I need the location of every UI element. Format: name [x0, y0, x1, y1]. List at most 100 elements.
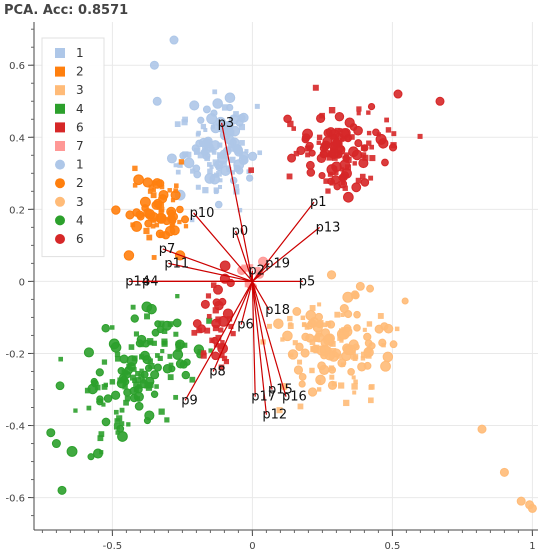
legend-swatch-circle: [55, 234, 65, 244]
data-point: [161, 328, 168, 334]
data-point: [238, 124, 246, 131]
legend-item-label[interactable]: 7: [76, 139, 84, 153]
data-point: [133, 381, 140, 388]
data-point: [314, 332, 324, 343]
legend-item-label[interactable]: 1: [76, 46, 84, 60]
data-point: [254, 267, 261, 274]
data-point: [160, 216, 166, 222]
data-point: [189, 376, 196, 383]
data-point: [215, 334, 222, 341]
data-point: [160, 349, 165, 354]
data-point: [204, 327, 211, 334]
data-point: [369, 144, 375, 150]
data-point: [135, 339, 144, 348]
data-point: [220, 340, 225, 345]
data-point: [218, 315, 229, 327]
data-point: [297, 359, 303, 365]
data-point: [298, 380, 306, 388]
loading-vector-p0: [235, 230, 253, 282]
data-point: [140, 370, 149, 379]
data-point: [136, 212, 145, 221]
legend-item-label[interactable]: 3: [76, 83, 84, 97]
data-point: [166, 153, 177, 164]
data-point: [200, 299, 210, 309]
data-point: [151, 340, 157, 346]
legend-item-label[interactable]: 2: [76, 176, 84, 190]
loading-label-p2: p2: [248, 264, 265, 279]
legend[interactable]: 1 2 3 4 6 7 1 2 3 4 6: [41, 37, 105, 258]
data-point: [347, 368, 355, 376]
data-point: [158, 408, 165, 415]
data-point: [283, 114, 292, 124]
legend-item-label[interactable]: 4: [76, 213, 84, 227]
data-point: [148, 184, 155, 191]
data-point: [152, 96, 162, 106]
data-point: [114, 351, 121, 358]
data-point: [205, 293, 212, 299]
data-point: [359, 173, 366, 180]
data-point: [337, 358, 347, 368]
data-point: [254, 103, 260, 109]
data-point: [153, 363, 162, 372]
data-point: [177, 162, 183, 168]
data-point: [316, 140, 321, 145]
axes: -0.5 0 0.5 1 -0.6 -0.4 -0.2 0 0.2 0.4 0.6: [5, 22, 538, 552]
loading-label-p13: p13: [316, 220, 341, 235]
data-point: [86, 405, 92, 411]
data-point: [114, 418, 121, 424]
data-point: [353, 310, 361, 319]
data-point: [309, 339, 316, 346]
data-point: [217, 184, 223, 190]
data-point: [175, 359, 186, 369]
data-point: [218, 364, 225, 371]
data-point: [151, 217, 157, 223]
data-point: [122, 383, 128, 390]
data-point: [211, 336, 219, 344]
data-point: [124, 396, 131, 402]
data-point: [291, 126, 297, 131]
loading-vector-p16: [251, 281, 287, 397]
data-point: [393, 89, 403, 99]
legend-item-label[interactable]: 3: [76, 195, 84, 209]
data-point: [169, 225, 180, 236]
legend-swatch-square: [55, 48, 65, 58]
legend-item-label[interactable]: 6: [76, 120, 84, 134]
data-point: [342, 291, 354, 303]
loading-label-p0: p0: [232, 224, 249, 239]
y-tick-label: 0.2: [9, 205, 25, 216]
data-point: [216, 170, 222, 177]
legend-item-label[interactable]: 6: [76, 232, 84, 246]
data-point: [174, 183, 179, 188]
data-point: [217, 153, 228, 165]
loading-label-p17: p17: [251, 390, 276, 405]
data-point: [211, 351, 220, 361]
legend-item-label[interactable]: 1: [76, 158, 84, 172]
data-point: [348, 348, 353, 353]
data-point: [200, 123, 207, 130]
data-point: [101, 324, 110, 333]
data-point: [113, 423, 121, 430]
data-point: [83, 347, 94, 358]
data-point: [46, 428, 56, 438]
legend-item-label[interactable]: 4: [76, 102, 84, 116]
legend-swatch-circle: [55, 178, 65, 189]
data-point: [117, 431, 128, 442]
data-point: [147, 189, 153, 194]
data-point: [224, 134, 235, 145]
data-point: [288, 322, 293, 327]
data-point: [230, 170, 235, 175]
data-point: [58, 356, 64, 362]
legend-item-label[interactable]: 2: [76, 65, 84, 79]
data-point: [155, 353, 160, 358]
data-point: [197, 152, 205, 159]
data-point: [158, 320, 165, 327]
data-point: [297, 403, 304, 410]
data-point: [73, 408, 78, 413]
data-point: [375, 133, 387, 145]
data-point: [139, 379, 149, 389]
data-point: [167, 354, 173, 359]
data-point: [287, 349, 299, 360]
data-point: [305, 152, 311, 158]
data-point: [325, 188, 331, 194]
